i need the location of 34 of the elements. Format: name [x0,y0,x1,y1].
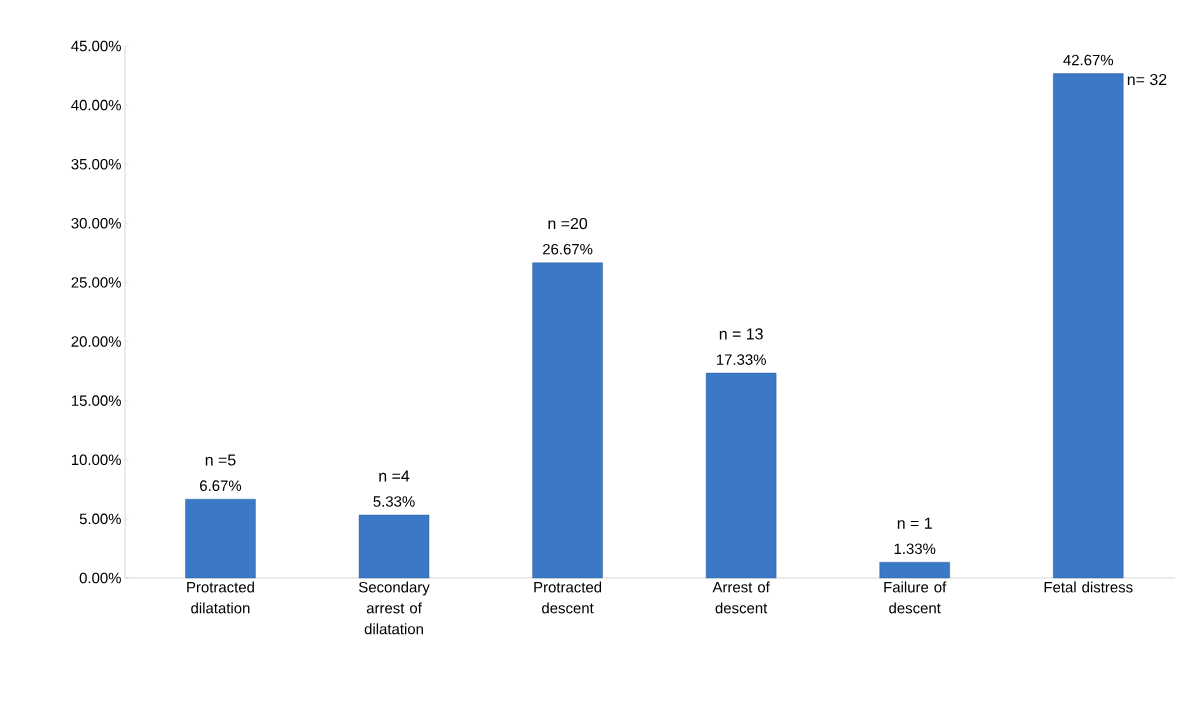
y-tick-label: 30.00% [71,218,121,229]
annotation: n = 13 [719,328,763,340]
data-label: 17.33% [716,354,766,365]
bar [879,562,950,579]
x-tick-label: Fetal distress [1044,581,1133,593]
bar [185,498,256,579]
x-tick-label: Secondary arrest of dilatation [358,581,430,635]
x-tick-label: Failure of descent [884,581,947,614]
bar [1053,73,1124,579]
y-tick-label: 40.00% [71,99,121,111]
data-label: 1.33% [894,543,936,555]
annotation: n =5 [205,454,236,466]
y-tick-label: 5.00% [79,513,121,525]
y-tick-label: 45.00% [71,40,121,52]
data-label: 6.67% [200,480,242,491]
annotation: n= 32 [1127,73,1167,86]
x-tick-label: Protracted dilatation [187,581,254,614]
bar [532,262,603,579]
y-tick-label: 35.00% [71,158,121,170]
data-label: 5.33% [373,496,415,507]
x-tick-label: Protracted descent [534,581,602,614]
annotation: n = 1 [897,517,932,529]
y-tick-label: 25.00% [71,277,121,288]
y-tick-label: 10.00% [71,454,121,466]
bar [358,514,430,579]
data-label: 26.67% [542,243,593,255]
data-label: 42.67% [1063,54,1114,66]
x-tick-label: Arrest of descent [712,581,770,614]
y-tick-label: 15.00% [71,395,121,406]
annotation: n =20 [548,217,588,230]
bar [705,372,777,579]
y-tick-label: 0.00% [79,572,121,584]
annotation: n =4 [379,470,410,482]
y-tick-label: 20.00% [71,336,121,347]
